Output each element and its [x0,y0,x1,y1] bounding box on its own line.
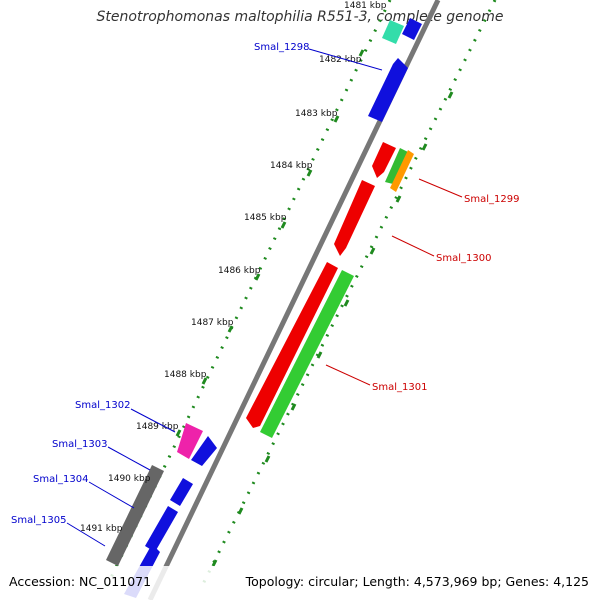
footer-band [0,566,600,600]
label-smal-1305[interactable]: Smal_1305 [11,515,66,526]
kbp-label-1487: 1487 kbp [191,318,234,328]
gene-smal-1300 [334,180,375,256]
kbp-label-1483: 1483 kbp [295,109,338,119]
kbp-label-1489: 1489 kbp [136,422,179,432]
gene-smal-1303 [170,478,193,506]
gene-smal-1301 [260,270,354,438]
gene-blue-top [402,18,422,40]
label-smal-1299[interactable]: Smal_1299 [464,194,519,205]
topology-text: Topology: circular; Length: 4,573,969 bp… [245,574,589,589]
label-smal-1304[interactable]: Smal_1304 [33,474,88,485]
kbp-label-1481: 1481 kbp [344,1,387,11]
label-smal-1301[interactable]: Smal_1301 [372,382,427,393]
kbp-label-1491: 1491 kbp [80,524,123,534]
accession-text: Accession: NC_011071 [9,574,152,589]
gene-smal-1302 [177,423,203,459]
kbp-label-1484: 1484 kbp [270,161,313,171]
label-smal-1300[interactable]: Smal_1300 [436,253,491,264]
gene-red-small [372,142,396,178]
gene-smal-1298 [368,58,408,122]
kbp-label-1488: 1488 kbp [164,370,207,380]
gene-smal-1299-orange [390,150,414,192]
kbp-label-1486: 1486 kbp [218,266,261,276]
gene-block-gray [106,465,164,566]
gene-smal-1301-red [246,262,338,428]
label-smal-1302[interactable]: Smal_1302 [75,400,130,411]
kbp-label-1490: 1490 kbp [108,474,151,484]
kbp-label-1485: 1485 kbp [244,213,287,223]
gene-blue-1 [191,436,217,466]
label-smal-1298[interactable]: Smal_1298 [254,42,309,53]
gene-smal-1299 [385,148,408,184]
gene-smal-1304 [145,506,178,552]
gene-smal-1297 [382,20,404,44]
genome-title: Stenotrophomonas maltophilia R551-3, com… [96,9,504,25]
label-leader-lines [66,48,463,547]
outer-dotted-track [198,0,497,591]
kbp-label-1482: 1482 kbp [319,55,362,65]
label-smal-1303[interactable]: Smal_1303 [52,439,107,450]
